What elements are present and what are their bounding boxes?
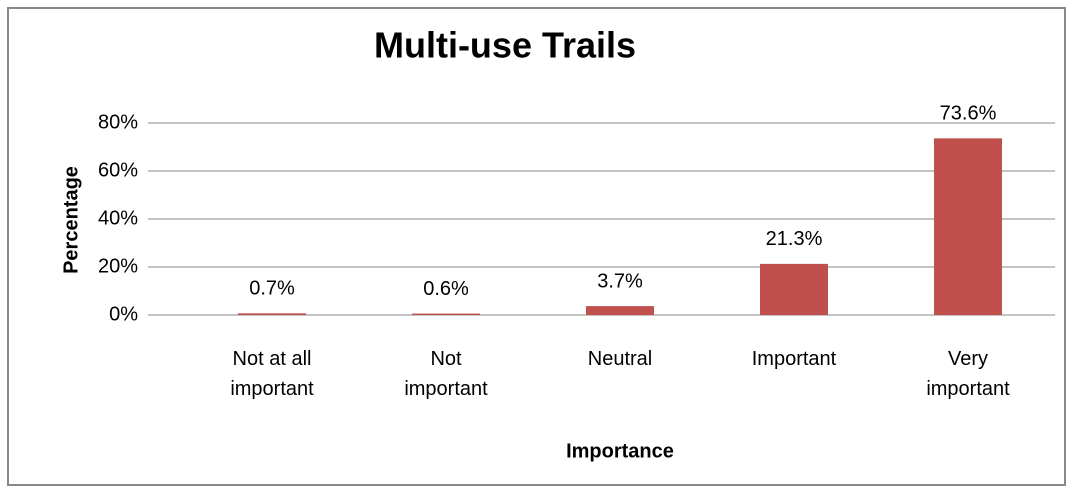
x-tick-label: Not at all important	[230, 348, 314, 400]
bar	[238, 313, 306, 315]
bar	[412, 313, 480, 315]
x-tick-label: Neutral	[587, 348, 653, 370]
x-tick-label: Very important	[926, 348, 1010, 400]
y-tick-label: 0%	[109, 303, 138, 325]
value-label: 0.7%	[249, 278, 295, 300]
y-tick-label: 40%	[98, 207, 138, 229]
value-label: 73.6%	[940, 103, 997, 125]
chart-title: Multi-use Trails	[374, 25, 636, 66]
bar	[934, 138, 1002, 315]
value-label: 3.7%	[597, 270, 643, 292]
x-tick-label: Not important	[404, 348, 488, 400]
bar	[760, 263, 828, 315]
chart-frame	[7, 7, 1066, 486]
y-axis-label: Percentage	[60, 166, 82, 274]
y-tick-label: 60%	[98, 159, 138, 181]
x-tick-label: Important	[751, 348, 837, 370]
x-axis-label: Importance	[566, 440, 674, 462]
value-label: 0.6%	[423, 278, 469, 300]
y-tick-label: 80%	[98, 111, 138, 133]
bar	[586, 306, 654, 315]
value-label: 21.3%	[766, 228, 823, 250]
y-tick-label: 20%	[98, 255, 138, 277]
